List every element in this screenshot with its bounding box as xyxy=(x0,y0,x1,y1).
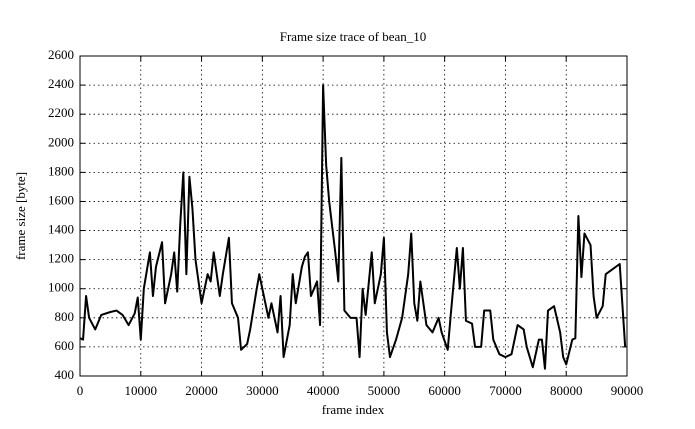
x-axis-label: frame index xyxy=(322,402,385,417)
y-tick-label: 1600 xyxy=(48,192,74,207)
y-tick-label: 2200 xyxy=(48,105,74,120)
x-tick-label: 20000 xyxy=(185,383,218,398)
x-tick-label: 70000 xyxy=(489,383,522,398)
chart-title: Frame size trace of bean_10 xyxy=(280,29,427,44)
y-tick-label: 1000 xyxy=(48,280,74,295)
x-tick-label: 50000 xyxy=(368,383,401,398)
y-tick-label: 1400 xyxy=(48,222,74,237)
x-tick-label: 60000 xyxy=(428,383,461,398)
x-tick-label: 40000 xyxy=(307,383,340,398)
plot-frame xyxy=(79,55,628,377)
y-tick-label: 800 xyxy=(55,309,75,324)
x-tick-label: 30000 xyxy=(246,383,279,398)
x-tick-label: 0 xyxy=(77,383,84,398)
y-tick-label: 2400 xyxy=(48,76,74,91)
y-tick-label: 1800 xyxy=(48,163,74,178)
data-line xyxy=(79,84,627,370)
y-tick-label: 1200 xyxy=(48,251,74,266)
y-tick-label: 2000 xyxy=(48,134,74,149)
y-tick-label: 2600 xyxy=(48,47,74,62)
y-tick-label: 600 xyxy=(55,338,75,353)
x-tick-label: 10000 xyxy=(125,383,158,398)
x-tick-label: 80000 xyxy=(550,383,583,398)
y-tick-label: 400 xyxy=(55,367,75,382)
y-axis-label: frame size [byte] xyxy=(13,172,28,260)
x-tick-label: 90000 xyxy=(611,383,644,398)
